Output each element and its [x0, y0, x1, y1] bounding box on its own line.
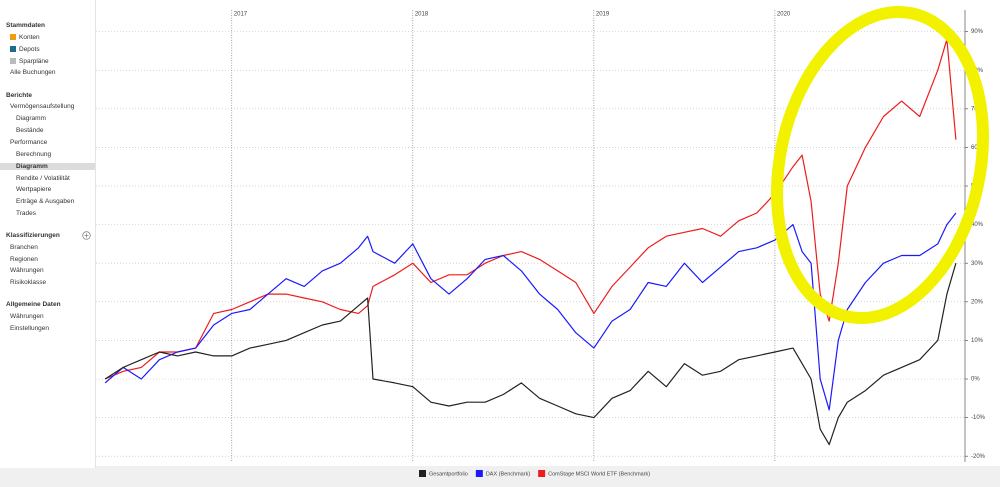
y-tick-label: 0% — [971, 377, 980, 383]
nav-item[interactable]: Vermögensaufstellung — [10, 103, 75, 110]
nav-label: Sparpläne — [19, 58, 49, 65]
nav-item[interactable]: Branchen — [10, 244, 38, 251]
series-line — [104, 263, 957, 446]
nav-item[interactable]: Sparpläne — [10, 58, 49, 65]
highlight-ellipse — [771, 5, 989, 325]
section-title: Berichte — [6, 92, 33, 99]
nav-item[interactable]: Alle Buchungen — [10, 69, 56, 76]
y-tick-label: 10% — [971, 338, 984, 344]
nav-item[interactable]: Diagramm — [0, 162, 95, 170]
section-title: Klassifizierungen — [6, 232, 60, 239]
y-tick-label: 30% — [971, 261, 984, 267]
section-title: Allgemeine Daten — [6, 301, 61, 308]
nav-item[interactable]: Risikoklasse — [10, 279, 47, 286]
legend-swatch — [475, 470, 483, 477]
legend-swatch — [419, 470, 426, 477]
nav-item[interactable]: Trades — [16, 210, 36, 217]
nav-item[interactable]: Wertpapiere — [16, 186, 52, 194]
legend-bar — [0, 466, 1000, 487]
nav-item[interactable]: Rendite / Volatilität — [16, 174, 70, 182]
nav-item[interactable]: Währungen — [10, 267, 44, 274]
nav-item[interactable]: Performance — [10, 139, 48, 146]
nav-label: Konten — [19, 34, 40, 41]
x-tick-label: 2020 — [777, 12, 791, 18]
legend-label: DAX (Benchmark) — [486, 471, 530, 477]
add-button[interactable] — [82, 231, 91, 240]
nav-item[interactable]: Diagramm — [16, 115, 46, 122]
y-tick-label: 40% — [971, 222, 984, 228]
x-tick-label: 2019 — [596, 12, 610, 18]
legend-label: ComStage MSCI World ETF (Benchmark) — [548, 471, 650, 477]
y-tick-label: -10% — [971, 415, 986, 421]
series-line — [104, 212, 957, 411]
x-tick-label: 2018 — [415, 12, 429, 18]
x-tick-label: 2017 — [234, 12, 248, 18]
legend-swatch — [538, 470, 546, 477]
section-title: Stammdaten — [6, 22, 46, 29]
legend-label: Gesamtportfolio — [429, 471, 468, 477]
y-tick-label: 90% — [971, 29, 984, 35]
nav-item[interactable]: Einstellungen — [10, 325, 50, 332]
y-tick-label: -20% — [971, 454, 986, 460]
nav-item[interactable]: Depots — [10, 46, 40, 53]
nav-label: Depots — [19, 46, 40, 53]
y-tick-label: 20% — [971, 299, 984, 305]
sidebar: Stammdaten Konten Depots Sparpläne Alle … — [0, 0, 96, 468]
series-line — [104, 38, 957, 380]
nav-item[interactable]: Bestände — [16, 127, 44, 134]
nav-item[interactable]: Regionen — [10, 256, 38, 263]
nav-item[interactable]: Konten — [10, 34, 40, 41]
nav-item[interactable]: Erträge & Ausgaben — [16, 198, 75, 206]
nav-item[interactable]: Berechnung — [16, 151, 52, 158]
nav-item[interactable]: Währungen — [10, 313, 44, 320]
